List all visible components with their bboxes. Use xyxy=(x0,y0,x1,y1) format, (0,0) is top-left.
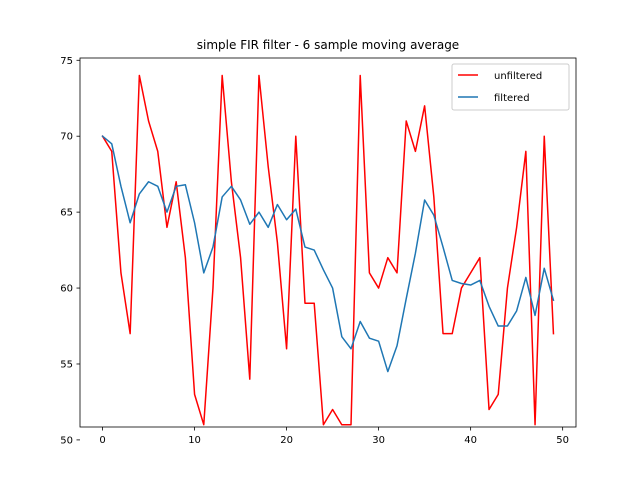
y-tick-label: 75 xyxy=(60,56,73,67)
x-tick-label: 0 xyxy=(99,435,105,446)
legend: unfiltered filtered xyxy=(451,63,570,111)
series-line-filtered xyxy=(101,135,555,373)
y-tick-label: 55 xyxy=(60,359,73,370)
x-tick-label: 50 xyxy=(556,435,569,446)
y-tick-label: 65 xyxy=(60,208,73,219)
x-tick-label: 10 xyxy=(188,435,201,446)
series-line-unfiltered xyxy=(101,74,555,426)
chart-title: simple FIR filter - 6 sample moving aver… xyxy=(197,38,459,52)
legend-box xyxy=(451,63,570,111)
axes-frame xyxy=(79,57,577,428)
y-tick-label: 70 xyxy=(60,132,73,143)
y-tick-label: 60 xyxy=(60,284,73,295)
plot-area xyxy=(80,58,576,427)
legend-label-unfiltered: unfiltered xyxy=(494,71,542,82)
axes-layer: 0 10 20 30 40 50 50 55 60 65 70 75 xyxy=(60,56,577,446)
x-tick-label: 40 xyxy=(464,435,477,446)
y-tick-label: 50 xyxy=(60,435,73,446)
legend-label-filtered: filtered xyxy=(494,93,530,104)
plot-background xyxy=(80,58,576,427)
series-layer xyxy=(101,74,555,426)
x-tick-label: 30 xyxy=(372,435,385,446)
x-tick-label: 20 xyxy=(280,435,293,446)
